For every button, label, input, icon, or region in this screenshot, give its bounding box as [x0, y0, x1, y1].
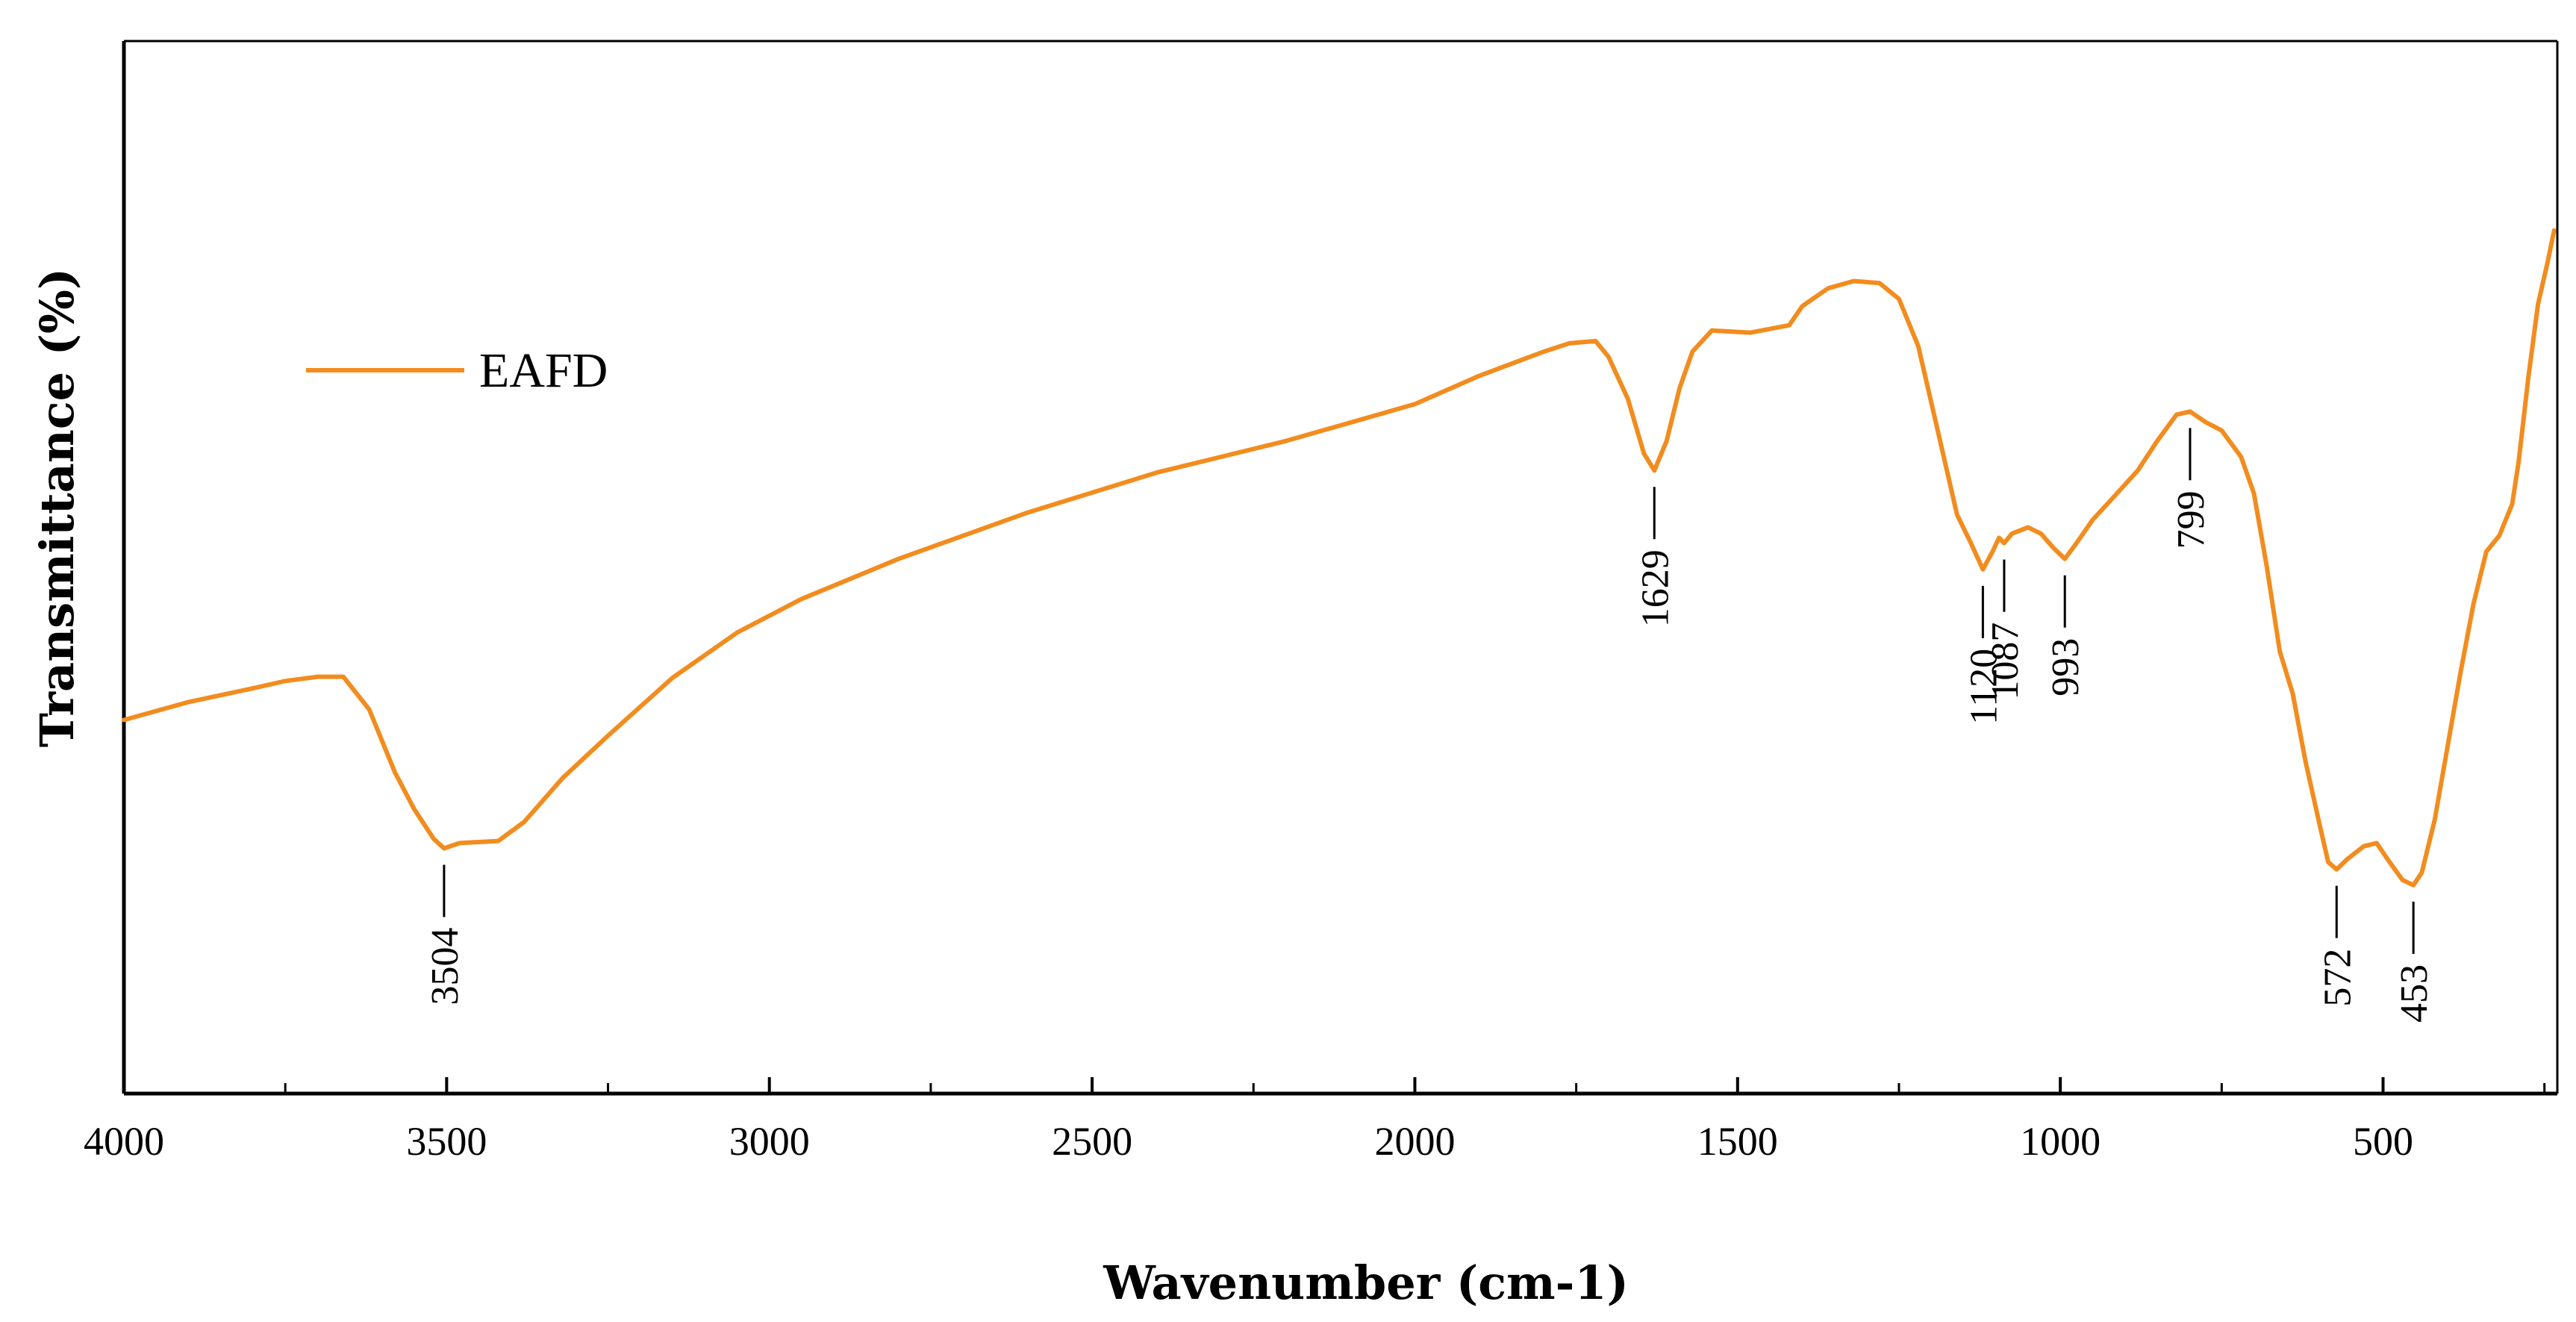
x-tick-label-2500: 2500 [1052, 1119, 1132, 1164]
y-axis-title: Transmittance (%) [30, 268, 84, 748]
x-tick-label-500: 500 [2353, 1119, 2413, 1164]
peak-label-572: 572 [2316, 949, 2359, 1007]
x-tick-label-2000: 2000 [1374, 1119, 1455, 1164]
x-tick-label-1000: 1000 [2020, 1119, 2101, 1164]
x-axis-ticks [122, 1077, 2546, 1094]
peak-label-1629: 1629 [1634, 549, 1677, 627]
x-tick-label-4000: 4000 [84, 1119, 164, 1164]
peak-label-799: 799 [2170, 490, 2212, 549]
x-axis-tick-labels: 4000 3500 3000 2500 2000 1500 1000 500 [84, 1119, 2413, 1164]
x-tick-label-3500: 3500 [406, 1119, 487, 1164]
series-line-eafd [122, 228, 2557, 888]
x-axis-title: Wavenumber (cm-1) [1103, 1256, 1629, 1310]
x-tick-label-1500: 1500 [1697, 1119, 1778, 1164]
legend: EAFD [306, 343, 608, 398]
peak-label-453: 453 [2393, 964, 2436, 1023]
peak-label-1087: 1087 [1984, 623, 2027, 700]
peak-label-993: 993 [2045, 638, 2087, 696]
legend-label-eafd: EAFD [479, 343, 608, 398]
peak-label-1120: 1120 [1962, 649, 2005, 725]
peak-label-3504: 3504 [424, 927, 467, 1005]
x-tick-label-3000: 3000 [729, 1119, 810, 1164]
